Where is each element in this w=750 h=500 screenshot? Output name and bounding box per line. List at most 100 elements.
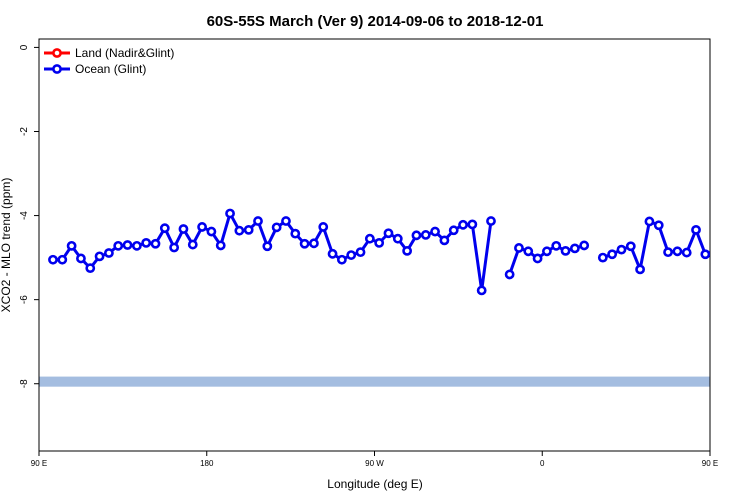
y-axis-label: XCO2 - MLO trend (ppm)	[0, 178, 13, 313]
data-point	[532, 253, 543, 264]
data-point	[430, 226, 440, 237]
data-point	[215, 240, 226, 251]
y-tick-label: -2	[19, 127, 30, 136]
data-point	[309, 238, 319, 249]
data-point	[663, 247, 673, 258]
chart-title: 60S-55S March (Ver 9) 2014-09-06 to 2018…	[207, 13, 544, 30]
series-line	[52, 211, 493, 292]
data-point	[187, 239, 198, 250]
data-point	[439, 235, 450, 246]
data-point	[48, 254, 58, 265]
data-point	[364, 233, 375, 244]
data-point	[560, 245, 571, 256]
data-point	[131, 240, 142, 251]
data-point	[76, 253, 86, 264]
legend-label: Land (Nadir&Glint)	[75, 46, 174, 60]
data-point	[672, 246, 683, 257]
data-point	[458, 219, 468, 230]
data-point	[420, 230, 431, 240]
data-point	[411, 230, 422, 241]
data-point	[523, 246, 534, 257]
plot-frame	[38, 38, 711, 452]
data-point	[85, 263, 96, 274]
data-point	[467, 219, 478, 230]
data-point	[579, 240, 590, 251]
data-point	[253, 216, 263, 226]
series-line	[602, 219, 707, 271]
data-point	[290, 228, 301, 239]
data-point	[616, 244, 627, 255]
data-point	[327, 248, 338, 259]
data-point	[392, 233, 403, 244]
data-point	[720, 256, 727, 263]
data-point	[607, 249, 618, 260]
data-point	[122, 240, 133, 250]
y-tick-label: -4	[19, 211, 30, 220]
data-point	[402, 245, 413, 256]
y-tick-label: -8	[19, 379, 30, 388]
data-point	[113, 240, 124, 251]
data-point	[141, 237, 152, 248]
data-point	[262, 241, 273, 252]
data-point	[206, 226, 217, 237]
x-tick-label: 180	[200, 459, 214, 468]
data-point	[739, 242, 746, 249]
data-point	[94, 251, 105, 262]
data-point	[383, 228, 394, 239]
data-point	[169, 242, 180, 253]
data-point	[514, 243, 524, 253]
data-point	[691, 224, 701, 235]
reference-band-layer	[39, 376, 710, 387]
data-point	[597, 252, 608, 263]
data-point	[57, 254, 68, 265]
y-tick-label: 0	[19, 44, 30, 50]
data-point	[625, 241, 636, 252]
data-point	[355, 247, 366, 258]
x-tick-label: 90 E	[31, 459, 47, 468]
data-point	[448, 225, 459, 236]
legend-marker	[52, 48, 62, 58]
data-point	[103, 248, 114, 258]
data-point	[150, 238, 161, 249]
x-tick-label: 0	[540, 459, 545, 468]
data-point	[159, 223, 170, 234]
data-point	[197, 222, 207, 232]
data-point	[243, 224, 254, 235]
data-point	[504, 269, 515, 280]
data-point	[271, 222, 282, 233]
data-point	[318, 222, 329, 232]
data-point	[336, 254, 347, 265]
data-point	[569, 243, 580, 254]
x-tick-label: 90 E	[702, 459, 718, 468]
data-point	[66, 240, 77, 251]
x-axis-label: Longitude (deg E)	[327, 477, 422, 491]
data-point	[700, 249, 710, 260]
data-point	[551, 240, 562, 251]
data-point	[299, 238, 310, 249]
legend-marker	[52, 64, 62, 74]
data-point	[281, 216, 291, 226]
series-layer	[48, 208, 746, 296]
data-point	[486, 216, 496, 226]
data-point	[346, 250, 357, 260]
y-tick-label: -6	[19, 295, 30, 304]
legend: Land (Nadir&Glint) Ocean (Glint)	[44, 46, 174, 76]
y-axis: 0 -2 -4 -6 -8	[19, 44, 39, 388]
data-point	[178, 224, 189, 234]
data-point	[635, 264, 646, 275]
data-point	[644, 216, 655, 227]
data-point	[730, 256, 737, 263]
reference-band	[39, 376, 710, 387]
x-tick-label: 90 W	[365, 459, 384, 468]
series-1	[48, 208, 746, 296]
data-point	[225, 208, 235, 219]
data-point	[681, 247, 692, 258]
data-point	[476, 285, 487, 296]
data-point	[374, 237, 385, 248]
data-point	[653, 220, 664, 231]
data-point	[542, 246, 552, 257]
legend-label: Ocean (Glint)	[75, 62, 146, 76]
x-axis: 90 E 180 90 W 0 90 E	[31, 451, 718, 468]
